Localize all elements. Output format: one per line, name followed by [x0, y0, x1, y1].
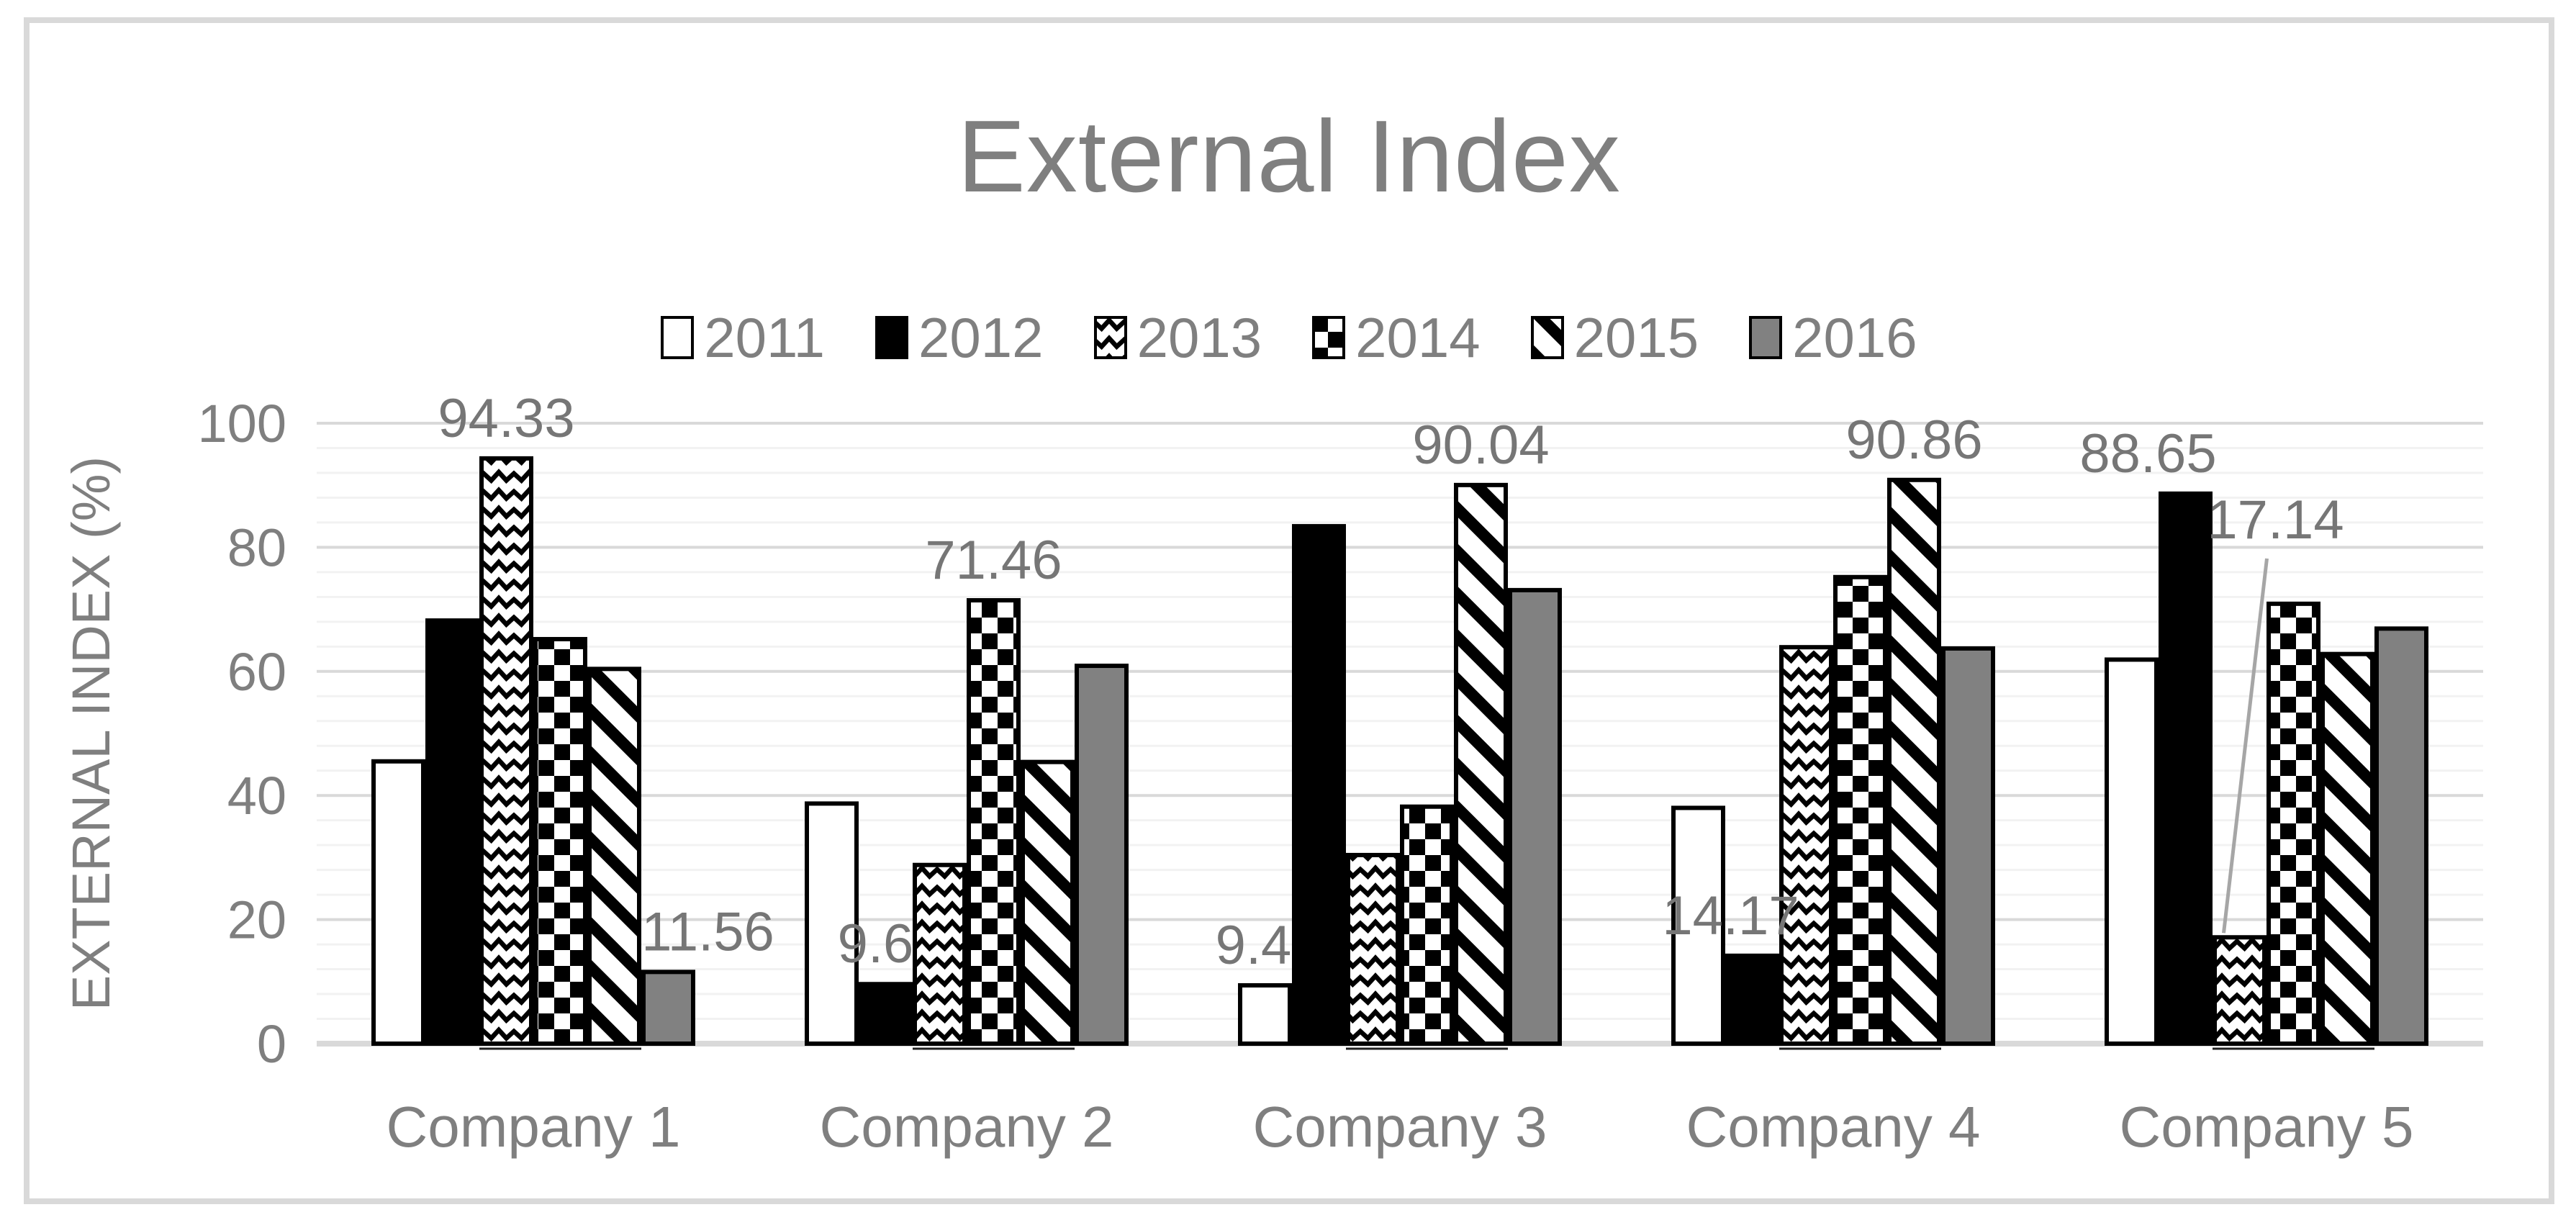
bar-2014-company-4: [1833, 574, 1887, 1046]
data-label: 17.14: [2207, 489, 2344, 551]
x-category-label: Company 2: [819, 1095, 1113, 1159]
legend-label: 2013: [1136, 306, 1262, 369]
legend-swatch-white: [661, 316, 695, 359]
x-category-label: Company 1: [386, 1095, 680, 1159]
legend-item-2014: 2014: [1312, 309, 1481, 366]
bar-2015-company-2: [1021, 759, 1075, 1046]
legend-item-2011: 2011: [661, 309, 825, 366]
bar-2011-company-4: [1671, 805, 1725, 1046]
legend-item-2016: 2016: [1749, 309, 1917, 366]
bar-2011-company-1: [371, 759, 425, 1047]
bar-2011-company-2: [805, 801, 859, 1046]
bar-2014-company-3: [1400, 804, 1454, 1046]
bar-2012-company-2: [859, 982, 913, 1047]
legend-swatch-diagonal: [1530, 316, 1564, 359]
bar-2013-company-4: [1779, 645, 1833, 1046]
bar-2013-company-3: [1346, 852, 1400, 1047]
bar-2015-company-3: [1454, 482, 1508, 1046]
data-label: 9.4: [1216, 915, 1292, 976]
bar-2013-company-5: [2213, 935, 2267, 1046]
legend-label: 2014: [1355, 306, 1481, 369]
legend-item-2012: 2012: [875, 309, 1044, 366]
bar-2016-company-4: [1941, 646, 1995, 1046]
bar-2012-company-4: [1725, 953, 1779, 1047]
y-tick-label: 40: [227, 766, 286, 826]
bar-2016-company-1: [641, 970, 695, 1046]
bar-2015-company-5: [2320, 651, 2374, 1046]
x-category-label: Company 3: [1252, 1095, 1547, 1159]
legend-label: 2015: [1573, 306, 1699, 369]
data-label: 14.17: [1662, 885, 1799, 946]
y-tick-label: 0: [257, 1014, 286, 1074]
y-tick-label: 80: [227, 518, 286, 577]
y-axis-title: EXTERNAL INDEX (%): [61, 456, 121, 1011]
bar-2013-company-2: [913, 862, 967, 1047]
legend-label: 2012: [918, 306, 1044, 369]
bar-2016-company-2: [1075, 664, 1129, 1046]
y-tick-label: 20: [227, 890, 286, 950]
data-label: 94.33: [438, 388, 574, 449]
bar-2016-company-3: [1508, 587, 1562, 1046]
data-label: 90.04: [1412, 415, 1549, 476]
legend-swatch-checker: [1312, 316, 1346, 359]
bar-2015-company-4: [1887, 477, 1941, 1046]
legend: 2011 2012 2013 2014 2015 2016: [30, 309, 2549, 366]
legend-swatch-black: [875, 316, 909, 359]
bar-2014-company-1: [533, 636, 587, 1046]
data-label: 71.46: [925, 530, 1062, 591]
legend-swatch-gray: [1749, 316, 1783, 359]
bar-2014-company-5: [2267, 601, 2320, 1046]
data-label-leader-line: [2222, 558, 2269, 934]
legend-item-2013: 2013: [1093, 306, 1262, 369]
legend-swatch-wave: [1093, 316, 1127, 359]
data-label: 90.86: [1845, 410, 1982, 471]
y-tick-label: 60: [227, 642, 286, 702]
bar-2013-company-1: [479, 456, 533, 1046]
data-label: 11.56: [641, 901, 774, 962]
y-tick-label: 100: [198, 394, 286, 453]
bar-2012-company-1: [425, 618, 479, 1046]
legend-label: 2016: [1792, 306, 1917, 369]
bar-2014-company-2: [967, 598, 1021, 1046]
bar-2011-company-5: [2105, 657, 2159, 1046]
x-category-label: Company 5: [2119, 1095, 2413, 1159]
data-label: 88.65: [2079, 423, 2216, 484]
bar-2011-company-3: [1238, 982, 1292, 1047]
bar-2012-company-3: [1292, 524, 1346, 1046]
legend-label: 2011: [704, 306, 826, 369]
chart-title: External Index: [957, 99, 1621, 214]
legend-item-2015: 2015: [1530, 306, 1699, 369]
x-category-label: Company 4: [1686, 1095, 1980, 1159]
bar-2015-company-1: [587, 667, 641, 1046]
bar-2012-company-5: [2159, 491, 2213, 1046]
data-label: 9.6: [838, 913, 914, 975]
bar-2016-company-5: [2374, 626, 2428, 1046]
